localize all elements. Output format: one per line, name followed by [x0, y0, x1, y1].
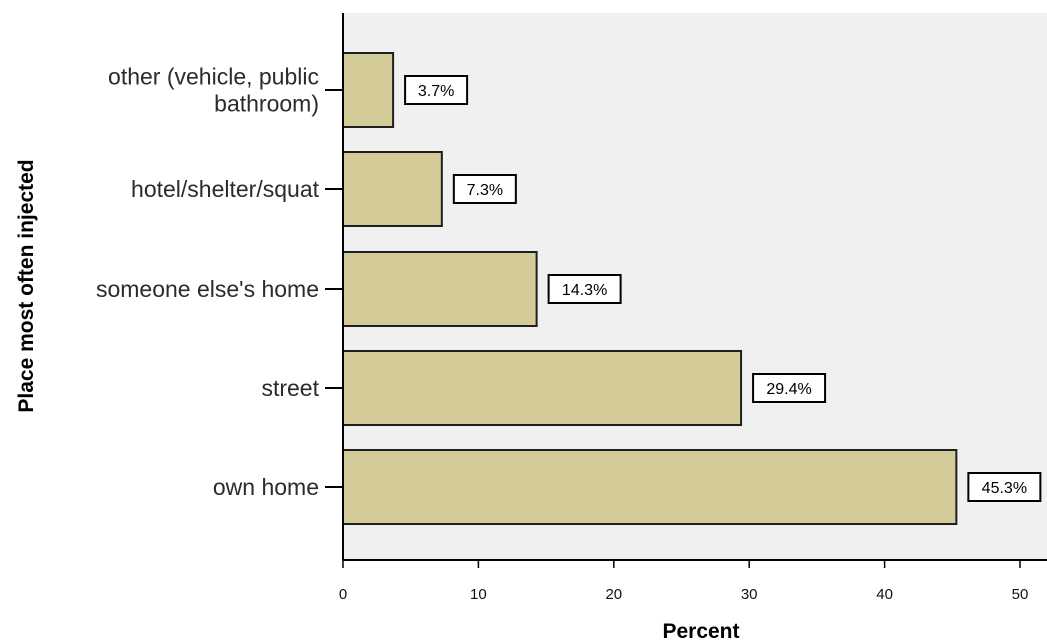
x-axis-ticks: 0 10 20 30 40 50	[339, 560, 1029, 603]
data-label: 7.3%	[467, 182, 503, 199]
bar	[342, 251, 538, 327]
bar	[342, 449, 958, 525]
data-label: 3.7%	[418, 83, 454, 100]
category-label: own home	[213, 474, 319, 500]
bar	[342, 350, 743, 426]
data-label: 14.3%	[562, 282, 607, 299]
x-tick-label: 40	[876, 586, 893, 603]
data-label-box	[547, 274, 622, 304]
bar	[342, 151, 443, 227]
x-tick-label: 0	[339, 586, 347, 603]
category-label: hotel/shelter/squat	[131, 176, 320, 202]
data-label-box	[404, 75, 469, 105]
data-label-box	[452, 174, 517, 204]
y-axis-title: Place most often injected	[15, 159, 38, 412]
x-tick-label: 30	[741, 586, 758, 603]
category-label: street	[261, 375, 319, 401]
category-label: other (vehicle, public bathroom)	[108, 64, 319, 117]
category-label: someone else's home	[96, 276, 319, 302]
x-tick-label: 20	[605, 586, 622, 603]
x-tick-label: 10	[470, 586, 487, 603]
x-tick-label: 50	[1012, 586, 1029, 603]
data-label: 45.3%	[982, 480, 1027, 497]
data-label: 29.4%	[766, 381, 811, 398]
bar	[342, 52, 395, 128]
data-label-box	[752, 373, 827, 403]
data-label-box	[967, 472, 1042, 502]
x-axis-title: Percent	[662, 620, 739, 643]
bars: other (vehicle, public bathroom) 3.7% hotel…	[96, 52, 1042, 525]
